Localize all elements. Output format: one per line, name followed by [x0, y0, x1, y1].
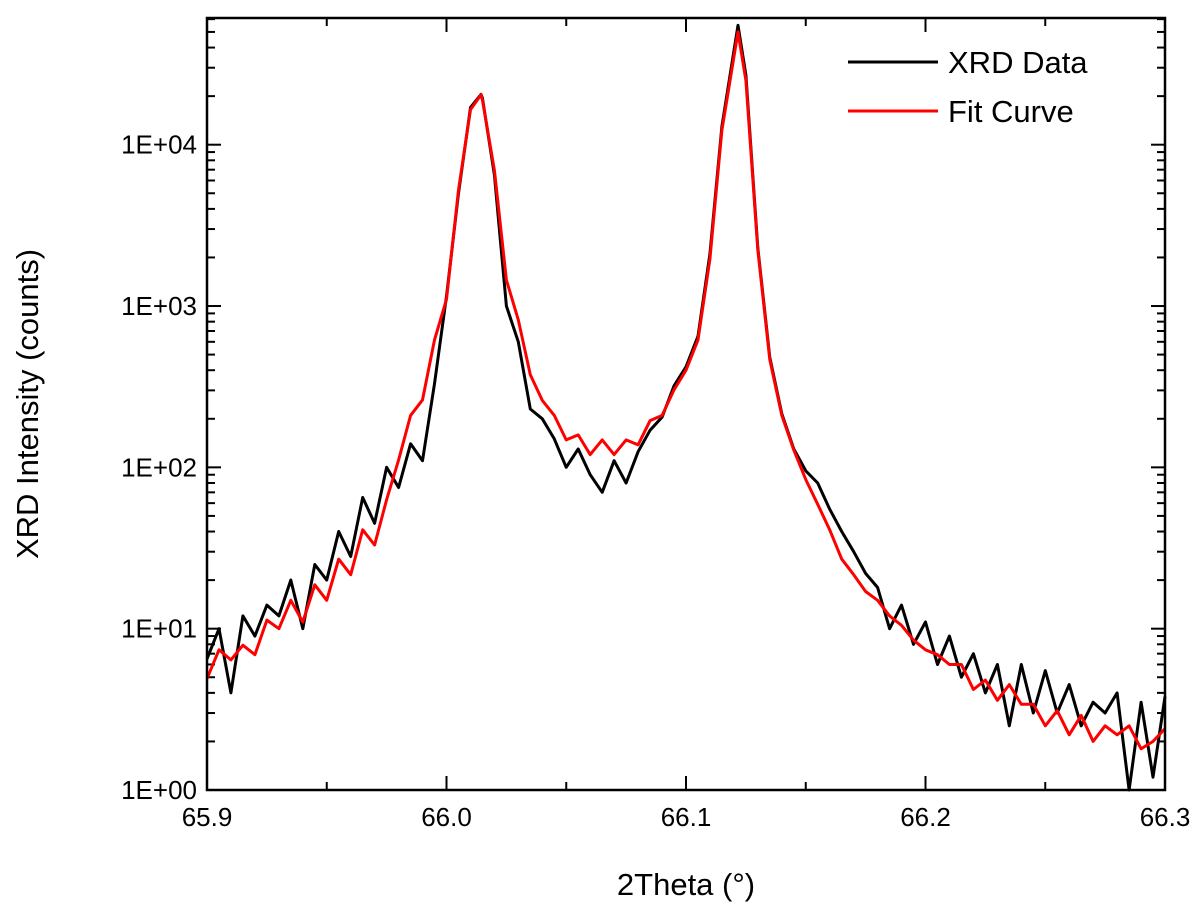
y-tick-label: 1E+00: [121, 775, 197, 805]
x-tick-label: 66.3: [1140, 802, 1191, 832]
y-tick-label: 1E+02: [121, 452, 197, 482]
x-axis-title: 2Theta (°): [617, 867, 755, 902]
series-line-xrd-data: [205, 23, 1167, 792]
x-tick-label: 66.2: [900, 802, 951, 832]
axis-ticks: [206, 18, 1166, 791]
y-tick-label: 1E+04: [121, 130, 197, 160]
y-tick-label: 1E+03: [121, 291, 197, 321]
y-axis-title: XRD Intensity (counts): [10, 249, 45, 559]
y-tick-labels: 1E+00 1E+01 1E+02 1E+03 1E+04: [121, 130, 197, 805]
x-tick-labels: 65.9 66.0 66.1 66.2 66.3: [182, 802, 1191, 832]
legend-label-fit-curve: Fit Curve: [948, 94, 1074, 129]
x-tick-label: 66.1: [661, 802, 712, 832]
legend-label-xrd-data: XRD Data: [948, 45, 1088, 80]
legend: XRD Data Fit Curve: [848, 45, 1088, 129]
series-line-fit-curve: [205, 30, 1167, 751]
plot-frame: [205, 16, 1167, 792]
x-tick-label: 66.0: [421, 802, 472, 832]
x-tick-label: 65.9: [182, 802, 233, 832]
series-lines: [205, 23, 1167, 792]
y-tick-label: 1E+01: [121, 614, 197, 644]
